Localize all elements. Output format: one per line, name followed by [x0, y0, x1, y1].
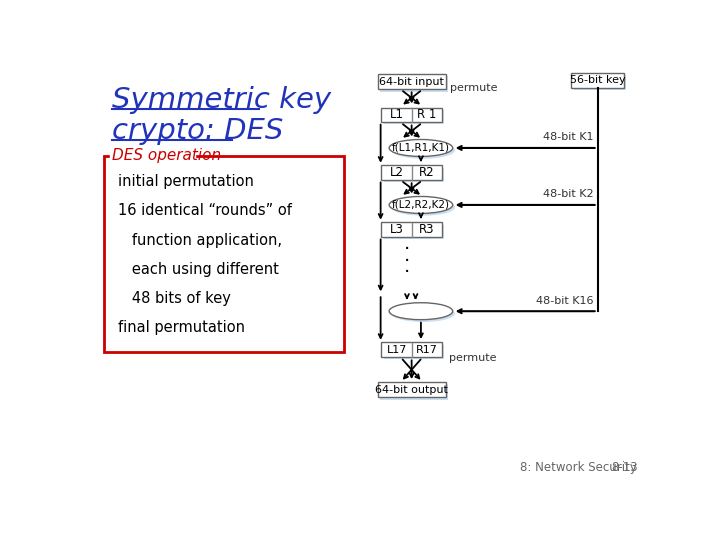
Text: f(L1,R1,K1): f(L1,R1,K1) [392, 143, 450, 153]
Text: crypto: DES: crypto: DES [112, 117, 283, 145]
Bar [377, 382, 446, 397]
Ellipse shape [392, 199, 455, 215]
Text: final permutation: final permutation [118, 320, 245, 335]
Bar [382, 107, 442, 122]
Bar [384, 345, 444, 359]
Text: initial permutation: initial permutation [118, 174, 253, 189]
Text: L17: L17 [387, 345, 407, 355]
Text: L1: L1 [390, 109, 404, 122]
Text: 56-bit key: 56-bit key [570, 75, 626, 85]
Ellipse shape [392, 305, 455, 322]
Text: L3: L3 [390, 223, 404, 236]
Text: permute: permute [449, 353, 496, 363]
Bar [380, 384, 448, 400]
Text: R17: R17 [415, 345, 437, 355]
Text: R3: R3 [418, 223, 434, 236]
Text: 48-bit K16: 48-bit K16 [536, 295, 594, 306]
Text: each using different: each using different [118, 262, 279, 277]
Text: f(L2,R2,K2): f(L2,R2,K2) [392, 200, 450, 210]
Text: 48 bits of key: 48 bits of key [118, 291, 231, 306]
Bar [380, 76, 448, 92]
Text: L2: L2 [390, 166, 404, 179]
Ellipse shape [389, 139, 453, 157]
Text: 48-bit K1: 48-bit K1 [544, 132, 594, 142]
Text: 8: Network Security: 8: Network Security [520, 461, 637, 474]
Text: ·: · [404, 252, 410, 271]
Text: ·: · [404, 240, 410, 259]
Bar [384, 225, 444, 239]
Ellipse shape [389, 303, 453, 320]
Bar [104, 156, 344, 352]
Text: 64-bit output: 64-bit output [375, 384, 448, 395]
Ellipse shape [392, 142, 455, 159]
Text: 8-13: 8-13 [611, 461, 637, 474]
Bar [382, 222, 442, 237]
Text: 16 identical “rounds” of: 16 identical “rounds” of [118, 204, 292, 218]
Text: R2: R2 [418, 166, 434, 179]
Ellipse shape [389, 197, 453, 213]
Bar [571, 72, 624, 88]
Text: 48-bit K2: 48-bit K2 [543, 189, 594, 199]
Text: 64-bit input: 64-bit input [379, 77, 444, 87]
Bar [110, 147, 195, 159]
Bar [384, 110, 444, 125]
Text: function application,: function application, [118, 233, 282, 248]
Text: Symmetric key: Symmetric key [112, 86, 330, 114]
Text: ·: · [404, 263, 410, 282]
Text: permute: permute [451, 83, 498, 93]
Text: R 1: R 1 [417, 109, 436, 122]
Bar [382, 342, 442, 357]
Bar [384, 167, 444, 182]
Bar [377, 74, 446, 90]
Bar [574, 75, 626, 90]
Bar [382, 165, 442, 180]
Text: DES operation: DES operation [112, 148, 221, 163]
